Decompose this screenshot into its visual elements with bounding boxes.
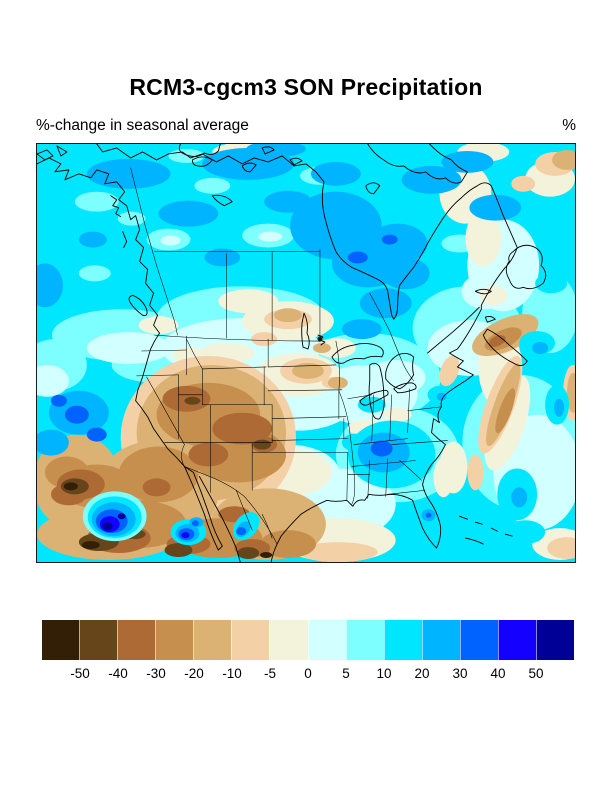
figure-title: RCM3-cgcm3 SON Precipitation: [129, 74, 483, 100]
colorbar-tick-label: 30: [452, 666, 468, 681]
political-borders: [130, 167, 448, 545]
colorbar-segment: [155, 620, 194, 660]
colorbar-segment: [345, 620, 384, 660]
colorbar-segment: [497, 620, 537, 660]
colorbar-tick-label: 5: [342, 666, 350, 681]
colorbar-tick-label: -10: [222, 666, 242, 681]
colorbar-segment: [536, 620, 575, 660]
colorbar-tick-label: 40: [490, 666, 506, 681]
colorbar: -50 -40 -30 -20 -10 -5 0 5 10 20 30 40 50: [42, 620, 575, 686]
map-canvas: [37, 144, 575, 562]
colorbar-ticks: -50 -40 -30 -20 -10 -5 0 5 10 20 30 40 50: [42, 660, 574, 686]
colorbar-tick-label: 50: [528, 666, 544, 681]
subtitle-row: %-change in seasonal average %: [36, 117, 576, 135]
colorbar-tick-label: 0: [304, 666, 312, 681]
figure-subtitle: %-change in seasonal average: [36, 117, 249, 134]
colorbar-segment: [459, 620, 498, 660]
colorbar-segment: [193, 620, 232, 660]
colorbar-tick-label: 20: [414, 666, 430, 681]
colorbar-segment: [383, 620, 422, 660]
colorbar-segment: [42, 620, 80, 660]
colorbar-units-label: %: [562, 117, 576, 134]
colorbar-segment: [79, 620, 118, 660]
precipitation-map: [36, 143, 576, 563]
colorbar-segment: [117, 620, 156, 660]
colorbar-tick-label: -50: [70, 666, 90, 681]
colorbar-segment: [269, 620, 308, 660]
contour-fills: [37, 144, 575, 562]
colorbar-segment: [231, 620, 270, 660]
colorbar-tick-label: -40: [108, 666, 128, 681]
colorbar-tick-label: -5: [263, 666, 277, 681]
colorbar-segment: [421, 620, 460, 660]
colorbar-segments: [42, 620, 575, 660]
colorbar-segment: [307, 620, 346, 660]
colorbar-tick-label: -20: [184, 666, 204, 681]
colorbar-tick-label: 10: [376, 666, 392, 681]
colorbar-tick-label: -30: [146, 666, 166, 681]
coastlines: [37, 144, 547, 562]
